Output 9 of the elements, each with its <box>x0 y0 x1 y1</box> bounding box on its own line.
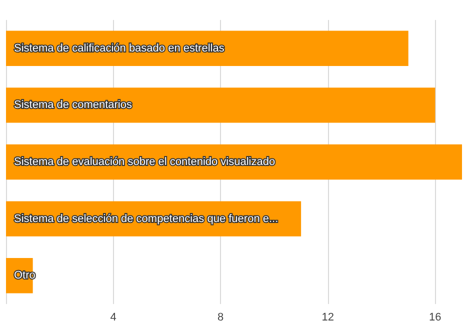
x-tick-label: 4 <box>110 312 116 324</box>
bar <box>6 88 436 123</box>
x-tick-label: 16 <box>429 312 442 324</box>
y-tick-label: Sistema de comentarios <box>14 99 132 112</box>
y-tick-label: Sistema de calificación basado en estrellas <box>14 42 225 54</box>
y-tick-label: Sistema de evaluación sobre el contenido visualizado <box>14 156 276 168</box>
x-tick-label: 8 <box>218 312 224 324</box>
y-tick-label: Sistema de selección de competencias que fueron e... <box>14 212 278 225</box>
x-tick-label: 12 <box>322 312 334 324</box>
